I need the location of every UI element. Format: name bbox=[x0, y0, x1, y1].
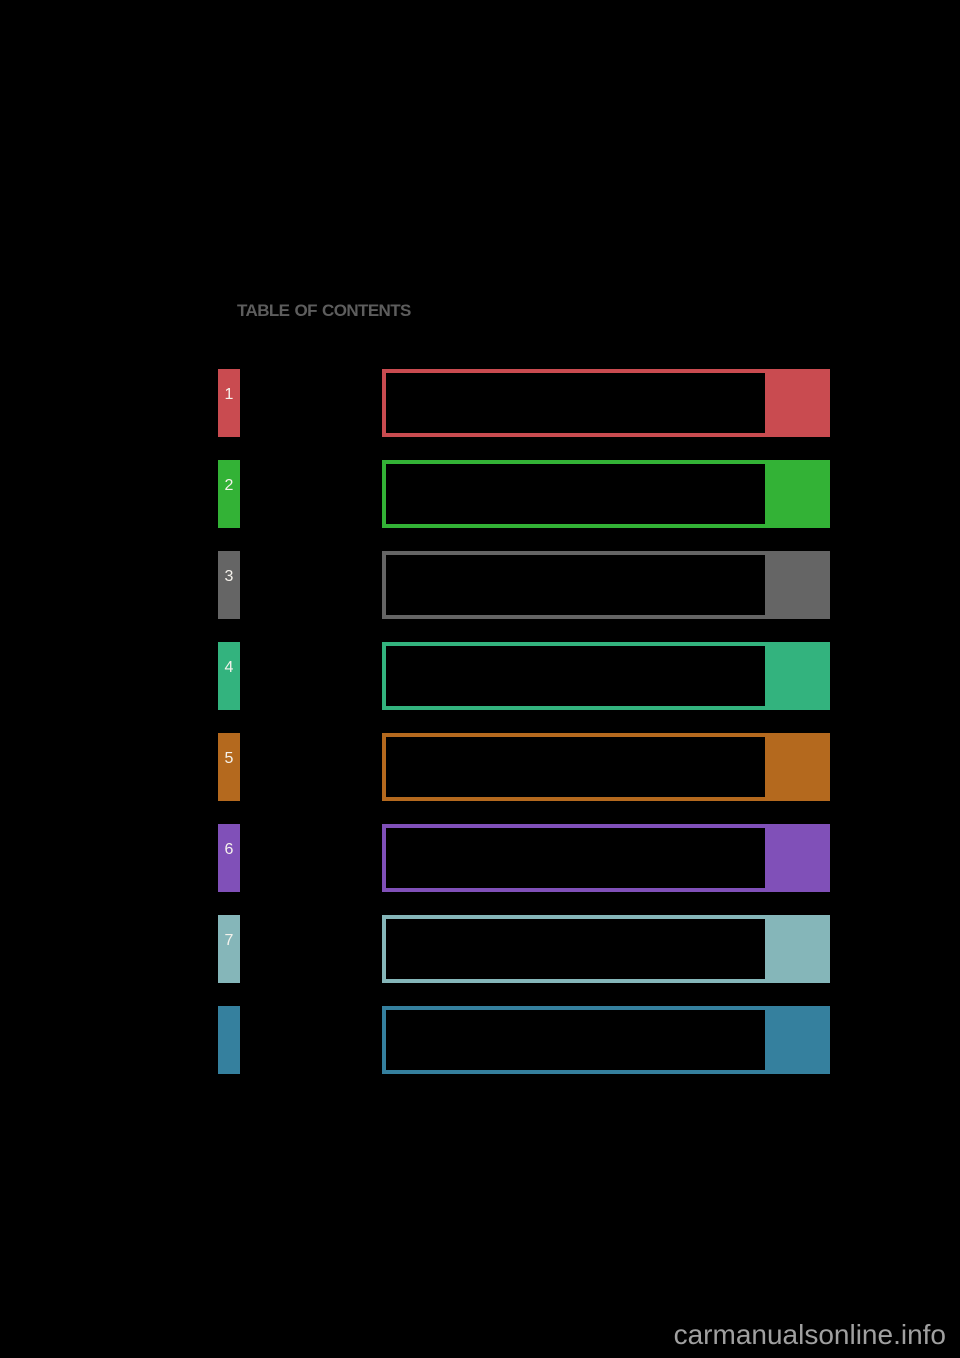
toc-row: 5 bbox=[218, 733, 830, 801]
section-title-box bbox=[382, 915, 830, 983]
section-number-tab: 4 bbox=[218, 642, 240, 710]
section-spacer bbox=[240, 551, 382, 619]
toc-row: 1 bbox=[218, 369, 830, 437]
section-number-tab: 6 bbox=[218, 824, 240, 892]
section-title-box bbox=[382, 733, 830, 801]
section-number: 3 bbox=[224, 568, 234, 585]
section-title-box bbox=[382, 642, 830, 710]
section-color-cap bbox=[765, 1006, 830, 1074]
toc-row: 2 bbox=[218, 460, 830, 528]
section-number: 5 bbox=[224, 750, 234, 767]
section-spacer bbox=[240, 915, 382, 983]
section-color-cap bbox=[765, 369, 830, 437]
section-spacer bbox=[240, 1006, 382, 1074]
section-title-box bbox=[382, 460, 830, 528]
section-spacer bbox=[240, 824, 382, 892]
section-color-cap bbox=[765, 733, 830, 801]
section-title-box bbox=[382, 1006, 830, 1074]
section-spacer bbox=[240, 733, 382, 801]
section-number-tab: 3 bbox=[218, 551, 240, 619]
section-number: 1 bbox=[224, 386, 234, 403]
section-color-cap bbox=[765, 460, 830, 528]
toc-row: 4 bbox=[218, 642, 830, 710]
section-number-tab: 5 bbox=[218, 733, 240, 801]
section-number: 7 bbox=[224, 932, 234, 949]
section-number: 2 bbox=[224, 477, 234, 494]
section-number-tab: 1 bbox=[218, 369, 240, 437]
section-number: 6 bbox=[224, 841, 234, 858]
section-number-tab: 7 bbox=[218, 915, 240, 983]
section-spacer bbox=[240, 460, 382, 528]
toc-row: 6 bbox=[218, 824, 830, 892]
watermark: carmanualsonline.info bbox=[673, 1319, 946, 1350]
section-spacer bbox=[240, 642, 382, 710]
page-title: TABLE OF CONTENTS bbox=[237, 301, 411, 320]
section-number-tab: 2 bbox=[218, 460, 240, 528]
section-color-cap bbox=[765, 642, 830, 710]
table-of-contents: 1 2 3 bbox=[218, 369, 830, 1097]
section-color-cap bbox=[765, 551, 830, 619]
section-title-box bbox=[382, 551, 830, 619]
section-color-cap bbox=[765, 824, 830, 892]
toc-row: 3 bbox=[218, 551, 830, 619]
section-number: 4 bbox=[224, 659, 234, 676]
section-number-tab bbox=[218, 1006, 240, 1074]
toc-row bbox=[218, 1006, 830, 1074]
section-title-box bbox=[382, 369, 830, 437]
toc-row: 7 bbox=[218, 915, 830, 983]
section-color-cap bbox=[765, 915, 830, 983]
section-title-box bbox=[382, 824, 830, 892]
section-spacer bbox=[240, 369, 382, 437]
